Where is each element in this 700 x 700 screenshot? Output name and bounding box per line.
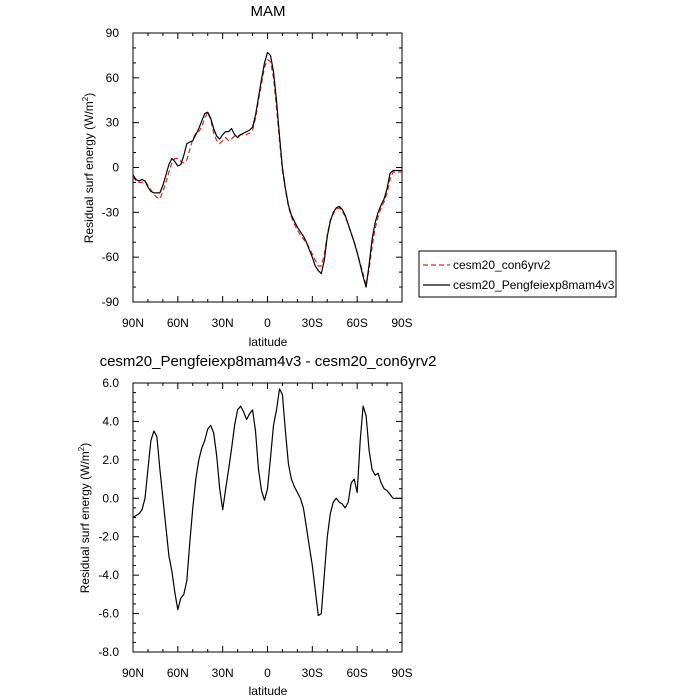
x-tick-label: 30N <box>212 316 234 330</box>
y-tick-label: 90 <box>106 26 120 40</box>
y-tick-label: 60 <box>106 71 120 85</box>
legend: cesm20_con6yrv2 cesm20_Pengfeiexp8mam4v3 <box>418 250 617 298</box>
series-line-0-0 <box>132 59 402 287</box>
y-tick-label: -90 <box>102 295 120 309</box>
panel-difference: cesm20_Pengfeiexp8mam4v3 - cesm20_con6yr… <box>77 353 436 698</box>
x-tick-label: 90S <box>391 666 412 680</box>
legend-label-pengfeiexp8mam4v3: cesm20_Pengfeiexp8mam4v3 <box>453 278 615 292</box>
y-axis-label-close: ) <box>78 443 92 447</box>
y-axis-label-superscript: 2 <box>77 446 86 451</box>
x-tick-label: 0 <box>264 666 271 680</box>
y-tick-label: -6.0 <box>98 607 119 621</box>
y-tick-label: 30 <box>106 116 120 130</box>
x-tick-label: 60N <box>167 316 189 330</box>
x-axis-label: latitude <box>249 684 288 698</box>
y-tick-label: -60 <box>102 250 120 264</box>
y-axis-label-close: ) <box>82 93 96 97</box>
y-tick-label: -30 <box>102 205 120 219</box>
y-tick-label: 0.0 <box>102 491 119 505</box>
x-tick-label: 30S <box>302 666 323 680</box>
legend-box <box>418 250 617 298</box>
x-tick-label: 30N <box>212 666 234 680</box>
x-tick-label: 60S <box>346 666 367 680</box>
x-tick-label: 60S <box>346 316 367 330</box>
y-tick-label: -2.0 <box>98 530 119 544</box>
x-axis-label: latitude <box>249 335 288 349</box>
y-tick-label: -4.0 <box>98 568 119 582</box>
chart-title: MAM <box>251 3 286 20</box>
series-line-1-0 <box>132 388 402 617</box>
series-line-0-1 <box>132 51 402 288</box>
y-tick-label: 6.0 <box>102 376 119 390</box>
x-tick-label: 0 <box>264 316 271 330</box>
y-axis-label: Residual surf energy (W/m2) <box>81 93 96 244</box>
x-tick-label: 90N <box>122 316 144 330</box>
chart-title: cesm20_Pengfeiexp8mam4v3 - cesm20_con6yr… <box>100 353 437 370</box>
x-tick-label: 60N <box>167 666 189 680</box>
y-axis-label-superscript: 2 <box>81 96 90 101</box>
y-tick-label: 4.0 <box>102 414 119 428</box>
y-tick-label: 0 <box>112 161 119 175</box>
y-tick-label: -8.0 <box>98 645 119 659</box>
x-tick-label: 90S <box>391 316 412 330</box>
y-tick-label: 2.0 <box>102 453 119 467</box>
x-tick-label: 30S <box>302 316 323 330</box>
panel-mam: MAM latitude Residual surf energy (W/m2)… <box>81 3 413 349</box>
plot-frame <box>132 32 403 303</box>
legend-label-con6yrv2: cesm20_con6yrv2 <box>453 258 551 272</box>
x-tick-label: 90N <box>122 666 144 680</box>
y-axis-label: Residual surf energy (W/m2) <box>77 443 92 594</box>
